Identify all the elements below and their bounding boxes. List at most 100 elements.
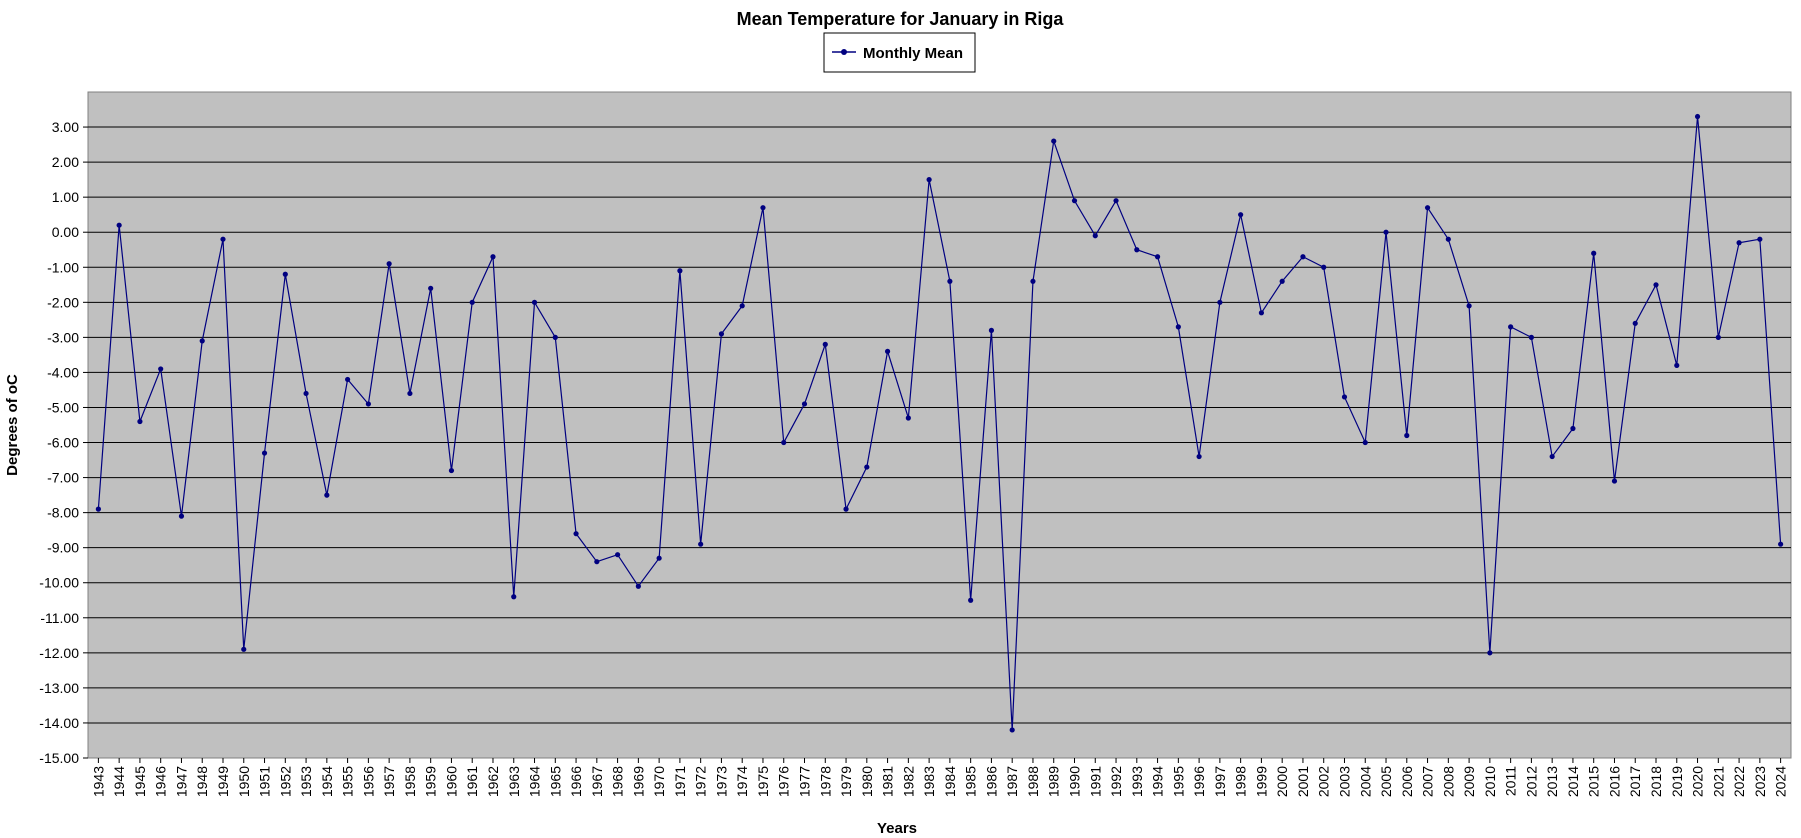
x-tick-label: 2001 — [1295, 766, 1311, 797]
data-point — [1487, 650, 1493, 656]
data-point — [95, 506, 101, 512]
data-point — [905, 415, 911, 421]
data-point — [1674, 362, 1680, 369]
data-point — [448, 467, 455, 474]
x-tick-label: 2004 — [1357, 766, 1373, 797]
x-tick-label: 1952 — [277, 766, 293, 797]
plot-area — [87, 91, 1792, 759]
data-point — [801, 401, 808, 407]
data-point — [739, 303, 745, 309]
x-tick-label: 1947 — [173, 766, 189, 797]
x-tick-label: 1985 — [963, 766, 979, 797]
data-point — [1321, 264, 1327, 270]
y-tick-label: -9.00 — [47, 540, 79, 556]
x-tick-label: 1968 — [610, 766, 626, 797]
data-point — [261, 450, 268, 456]
x-tick-label: 2006 — [1399, 766, 1415, 797]
data-point — [1175, 324, 1181, 330]
data-point — [116, 222, 122, 228]
y-tick-label: -14.00 — [39, 715, 79, 731]
data-point — [407, 390, 413, 397]
x-tick-label: 2010 — [1482, 766, 1498, 797]
data-point — [635, 583, 641, 589]
data-point — [1570, 425, 1576, 432]
data-point — [428, 285, 434, 291]
data-point — [781, 439, 787, 446]
x-tick-label: 2005 — [1378, 766, 1394, 797]
data-point — [1424, 205, 1431, 211]
x-tick-label: 1949 — [215, 766, 231, 797]
x-tick-label: 1958 — [402, 766, 418, 797]
data-point — [1134, 247, 1140, 253]
x-tick-label: 1969 — [630, 766, 646, 797]
x-tick-label: 1991 — [1087, 766, 1103, 797]
data-point — [1341, 394, 1348, 400]
x-tick-label: 1963 — [506, 766, 522, 797]
data-point — [365, 401, 371, 407]
data-point — [1591, 250, 1597, 256]
x-tick-label: 2003 — [1336, 766, 1352, 797]
data-point — [760, 205, 766, 211]
data-point — [843, 506, 849, 512]
x-axis-tick-labels: 1943 1944 1945 1946 1947 1948 1949 1950 1951 1952… — [90, 758, 1789, 797]
x-tick-label: 1959 — [423, 766, 439, 797]
x-tick-label: 2002 — [1316, 766, 1332, 797]
x-tick-label: 1996 — [1191, 766, 1207, 797]
y-tick-label: -3.00 — [47, 329, 79, 345]
data-point — [1279, 278, 1285, 284]
data-point — [1508, 324, 1514, 330]
y-tick-label: 1.00 — [52, 189, 79, 205]
x-tick-label: 1978 — [817, 766, 833, 797]
x-tick-label: 1986 — [983, 766, 999, 797]
y-axis-tick-labels: 3.00 2.00 1.00 0.00 -1.00 -2.00 -3.00 -4.00 -5.0… — [39, 119, 88, 766]
y-tick-label: -6.00 — [47, 435, 79, 451]
data-point — [1528, 334, 1534, 340]
data-point — [822, 341, 828, 347]
x-tick-label: 2014 — [1565, 766, 1581, 797]
data-point — [386, 261, 392, 267]
y-tick-label: -15.00 — [39, 750, 79, 766]
x-tick-label: 2023 — [1752, 766, 1768, 797]
x-tick-label: 1970 — [651, 766, 667, 797]
x-tick-label: 1971 — [672, 766, 688, 797]
x-tick-label: 2018 — [1648, 766, 1664, 797]
x-tick-label: 1965 — [547, 766, 563, 797]
x-tick-label: 1960 — [443, 766, 459, 797]
data-point — [1154, 254, 1161, 260]
x-tick-label: 2022 — [1731, 766, 1747, 797]
data-point — [1030, 278, 1036, 284]
x-tick-label: 2020 — [1690, 766, 1706, 797]
x-tick-label: 2007 — [1420, 766, 1436, 797]
x-tick-label: 1992 — [1108, 766, 1124, 797]
x-tick-label: 2009 — [1461, 766, 1477, 797]
x-tick-label: 1945 — [132, 766, 148, 797]
data-point — [511, 594, 517, 600]
gridlines — [88, 126, 1791, 724]
data-point — [1092, 233, 1098, 239]
x-tick-label: 1943 — [90, 766, 106, 797]
x-tick-label: 1997 — [1212, 766, 1228, 797]
y-tick-label: -10.00 — [39, 575, 79, 591]
legend-label: Monthly Mean — [863, 45, 963, 62]
x-tick-label: 1946 — [153, 766, 169, 797]
x-tick-label: 2024 — [1773, 766, 1789, 797]
y-tick-label: -1.00 — [47, 259, 79, 275]
y-tick-label: -11.00 — [40, 610, 79, 626]
y-tick-label: -13.00 — [39, 680, 79, 696]
x-tick-label: 1951 — [257, 766, 273, 797]
data-point — [1238, 212, 1244, 218]
x-tick-label: 2017 — [1627, 766, 1643, 797]
x-tick-label: 1987 — [1004, 766, 1020, 797]
x-tick-label: 1980 — [859, 766, 875, 797]
legend-point-marker — [841, 49, 847, 55]
x-tick-label: 1998 — [1233, 766, 1249, 797]
x-tick-label: 1973 — [713, 766, 729, 797]
x-tick-label: 2000 — [1274, 766, 1290, 797]
x-tick-label: 1988 — [1025, 766, 1041, 797]
data-point — [490, 254, 496, 260]
data-point — [594, 559, 600, 565]
data-point — [864, 464, 870, 470]
x-tick-label: 1990 — [1066, 766, 1082, 797]
x-tick-label: 1972 — [693, 766, 709, 797]
